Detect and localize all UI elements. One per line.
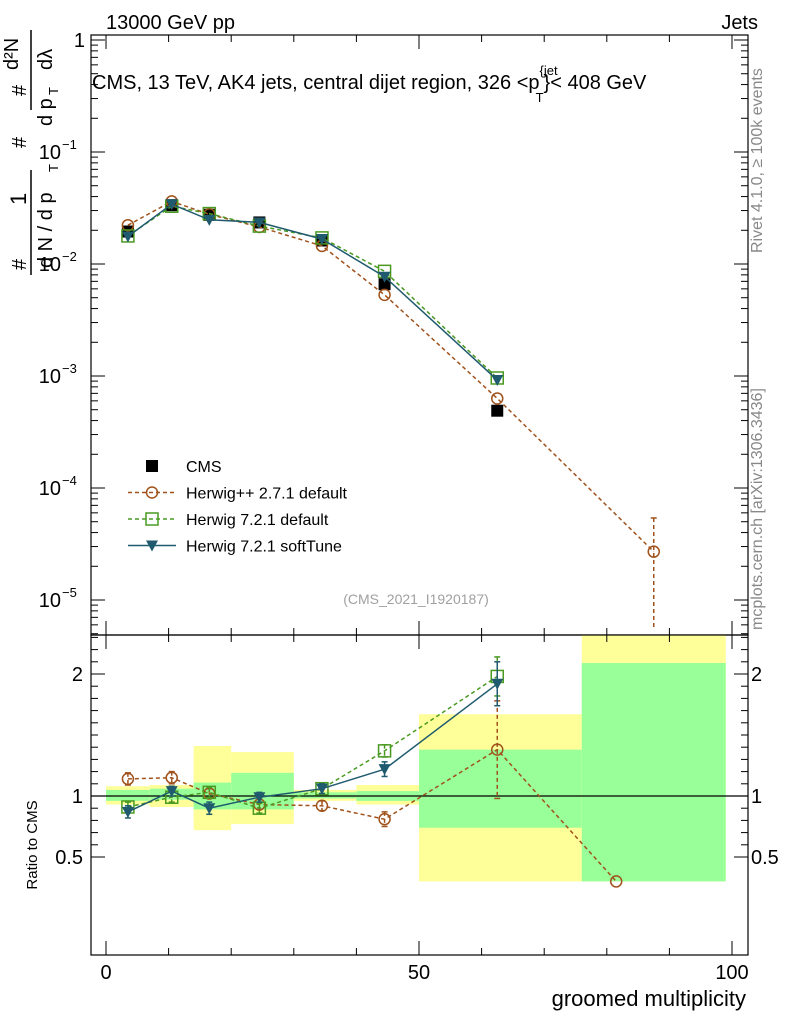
ratio-ytick-label: 0.5 — [55, 847, 83, 869]
ratio-point-herwig-7-2-1-default — [202, 785, 217, 800]
main-point-herwig-2-7-1-default — [378, 288, 391, 302]
main-ytick-label: 10 — [39, 366, 61, 388]
ratio-point-herwig-7-2-1-softtune — [491, 678, 504, 690]
rivet-label: Rivet 4.1.0, ≥ 100k events — [749, 68, 766, 253]
ylabel-one: 1 — [6, 193, 31, 205]
ratio-xtick-label: 100 — [715, 962, 748, 984]
main-ytick-label: 1 — [74, 30, 85, 52]
ratio-point-herwig-7-2-1-default — [377, 744, 392, 758]
ratio-point-herwig-2-7-1-default — [609, 875, 623, 888]
ylabel-hash-3: # — [9, 84, 31, 96]
ratio-ytick-label: 1 — [72, 786, 83, 808]
ratio-ytick-label-right: 2 — [751, 664, 762, 686]
ratio-point-herwig-7-2-1-softtune — [253, 792, 266, 804]
ylabel-hash-1: # — [9, 258, 31, 270]
ratio-band-green — [231, 772, 294, 810]
main-point-herwig-2-7-1-default — [121, 218, 135, 232]
ratio-ytick-label-right: 1 — [751, 786, 762, 808]
main-ytick-label: 10 — [39, 254, 61, 276]
legend-label-herwig-2-7-1-default: Herwig++ 2.7.1 default — [186, 486, 348, 503]
legend-label-herwig-7-2-1-default: Herwig 7.2.1 default — [186, 512, 329, 529]
main-point-herwig-7-2-1-softtune — [253, 217, 266, 229]
legend-label-cms: CMS — [186, 459, 222, 476]
ylabel-dn-dpt: d N / d p — [35, 192, 57, 268]
main-series-layer — [121, 195, 660, 630]
main-point-herwig-7-2-1-softtune — [491, 375, 504, 387]
chart-title: CMS, 13 TeV, AK4 jets, central dijet reg… — [92, 63, 647, 105]
jets-label: Jets — [721, 12, 758, 34]
main-point-herwig-7-2-1-softtune — [378, 271, 391, 283]
ratio-point-herwig-7-2-1-softtune — [315, 783, 328, 795]
ratio-xtick-label: 50 — [408, 962, 430, 984]
ylabel-t-2: T — [46, 87, 61, 95]
analysis-id: (CMS_2021_I1920187) — [343, 591, 489, 607]
main-ylabel: # 1 d N / d p T # # d²N d p T dλ — [1, 30, 61, 275]
main-ytick-exponent: −5 — [62, 585, 77, 600]
ylabel-d2n: d²N — [1, 38, 23, 70]
ratio-ytick-label: 2 — [72, 664, 83, 686]
ratio-point-herwig-2-7-1-default — [121, 772, 135, 786]
main-ytick-label: 10 — [39, 142, 61, 164]
main-ytick-exponent: −4 — [62, 473, 77, 488]
main-point-herwig-7-2-1-softtune — [121, 231, 134, 243]
ratio-band-green — [581, 663, 726, 882]
main-point-herwig-2-7-1-default — [647, 545, 660, 558]
legend-label-herwig-7-2-1-softtune: Herwig 7.2.1 softTune — [186, 539, 342, 556]
beam-label: 13000 GeV pp — [106, 12, 235, 34]
ratio-point-herwig-7-2-1-softtune — [203, 803, 216, 815]
legend-marker-herwig-7-2-1-softtune — [146, 540, 158, 552]
legend-marker-herwig-7-2-1-default — [145, 512, 159, 526]
ratio-band-green — [419, 749, 582, 828]
ylabel-hash-2: # — [9, 136, 31, 148]
ylabel-dlambda: dλ — [35, 49, 57, 70]
legend: CMS Herwig++ 2.7.1 default Herwig 7.2.1 de… — [128, 459, 348, 556]
main-point-herwig-7-2-1-softtune — [315, 234, 328, 246]
ratio-ylabel: Ratio to CMS — [24, 800, 41, 889]
legend-marker-herwig-2-7-1-default — [145, 486, 159, 499]
ratio-axes: 0.5 0.5 1 1 2 2 0 50 100 — [55, 634, 779, 984]
x-axis-label: groomed multiplicity — [552, 986, 746, 1011]
ratio-ytick-label-right: 0.5 — [751, 847, 779, 869]
ratio-line-herwig-2-7-1-default — [127, 748, 617, 882]
ratio-xtick-label: 0 — [100, 962, 111, 984]
ratio-band-green — [106, 789, 150, 801]
main-point-herwig-7-2-1-softtune — [165, 199, 178, 211]
ratio-point-herwig-7-2-1-softtune — [121, 806, 134, 818]
legend-marker-cms — [146, 460, 158, 472]
ratio-point-herwig-7-2-1-default — [252, 801, 267, 815]
main-ytick-exponent: −3 — [62, 361, 77, 376]
ratio-point-herwig-2-7-1-default — [165, 771, 178, 784]
main-line-herwig-7-2-1-softtune — [127, 203, 498, 381]
ratio-point-herwig-2-7-1-default — [378, 812, 391, 826]
main-point-herwig-2-7-1-default — [491, 392, 504, 405]
main-axes: 110−110−210−310−410−5 — [39, 30, 749, 636]
main-ytick-exponent: −2 — [62, 249, 77, 264]
main-point-cms — [378, 278, 391, 291]
ratio-point-herwig-7-2-1-softtune — [165, 786, 178, 798]
main-ytick-label: 10 — [39, 590, 61, 612]
ylabel-t-1: T — [46, 164, 61, 172]
ylabel-dpt: d p — [35, 98, 57, 126]
ratio-point-herwig-2-7-1-default — [491, 743, 504, 756]
ratio-series-layer — [121, 656, 623, 888]
ratio-point-herwig-2-7-1-default — [315, 799, 329, 813]
mcplots-label: mcplots.cern.ch [arXiv:1306.3436] — [749, 388, 766, 630]
main-ytick-exponent: −1 — [62, 137, 77, 152]
main-point-herwig-7-2-1-softtune — [203, 214, 216, 226]
ratio-point-herwig-7-2-1-softtune — [378, 764, 391, 776]
ratio-bands-layer — [91, 635, 748, 882]
main-ytick-label: 10 — [39, 478, 61, 500]
main-point-cms — [491, 404, 504, 417]
main-line-herwig-7-2-1-default — [127, 205, 498, 379]
ratio-line-herwig-7-2-1-default — [127, 675, 498, 809]
